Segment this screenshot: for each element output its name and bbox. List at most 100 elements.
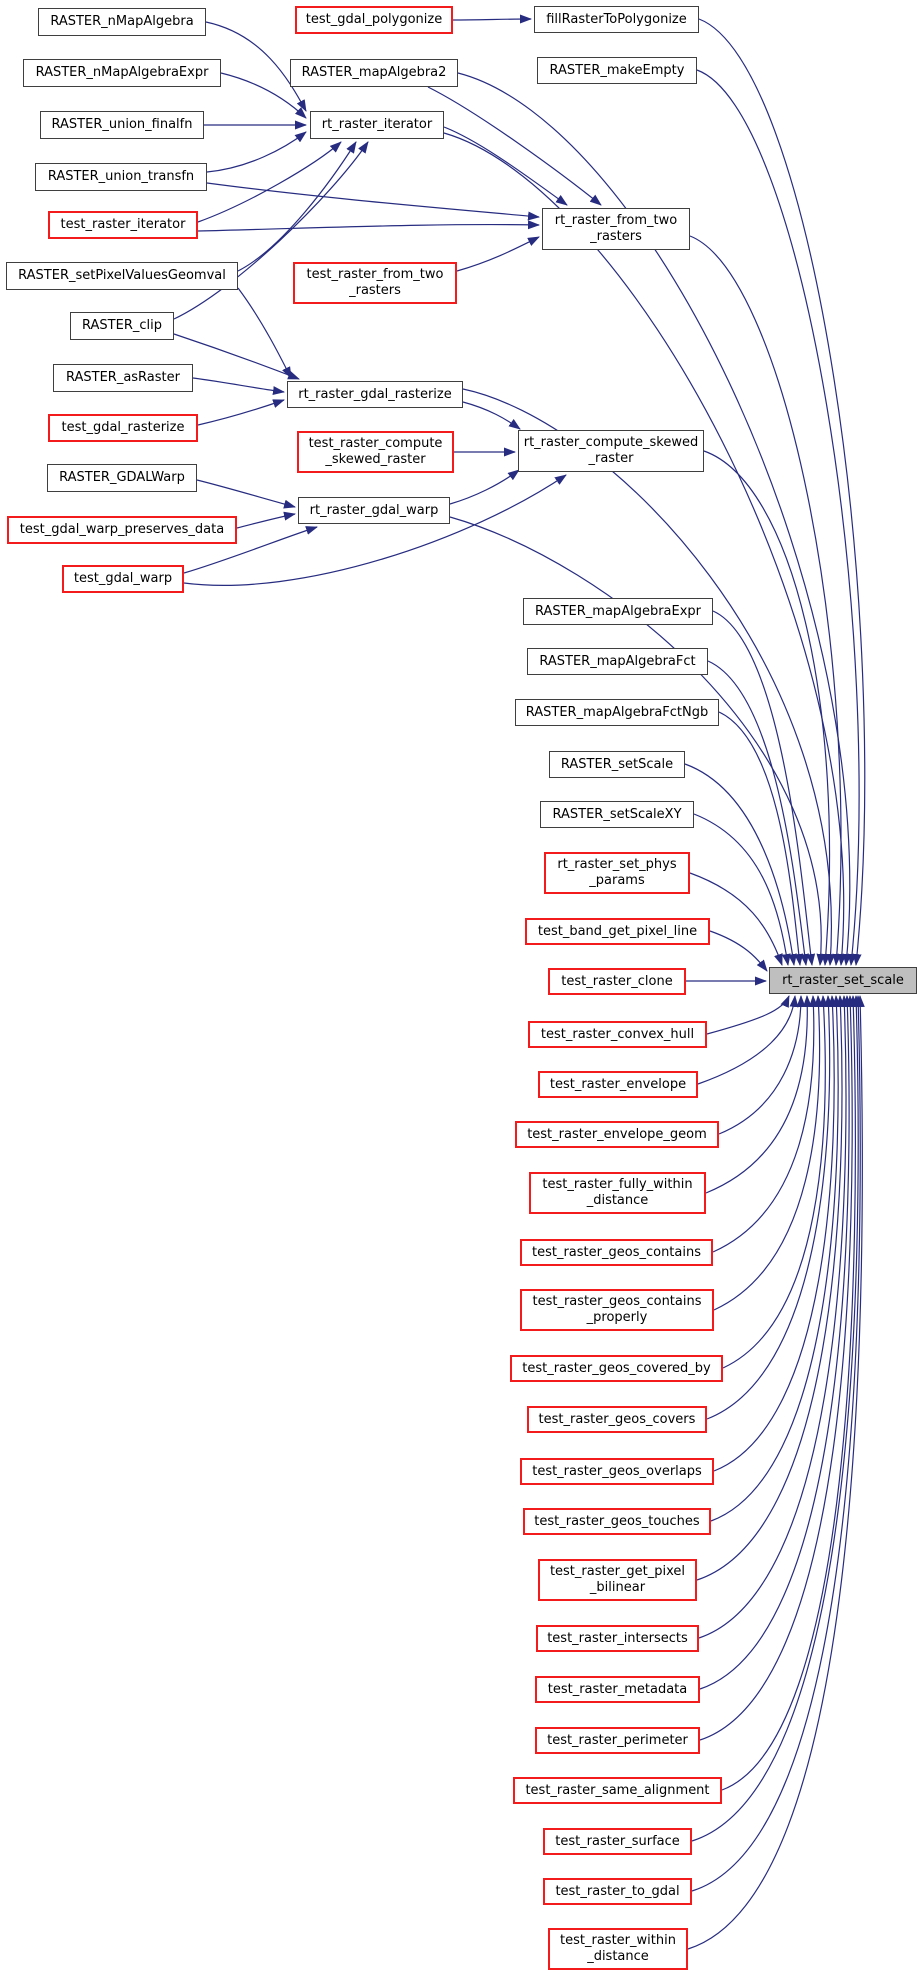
- edge-n12-n23: [183, 474, 567, 586]
- graph-node-rt-raster-compute-skewed-raster[interactable]: rt_raster_compute_skewed _raster: [518, 430, 704, 472]
- edge-n44-n50: [699, 995, 852, 1690]
- graph-node-rt-raster-gdal-rasterize[interactable]: rt_raster_gdal_rasterize: [287, 381, 463, 408]
- graph-node-label: rt_raster_iterator: [321, 117, 433, 132]
- graph-node-rt-raster-from-two-rasters[interactable]: rt_raster_from_two _rasters: [542, 208, 690, 250]
- graph-node-raster-union-finalfn[interactable]: RASTER_union_finalfn: [40, 111, 204, 139]
- graph-node-test-band-get-pixel-line[interactable]: test_band_get_pixel_line: [525, 918, 710, 945]
- graph-node-raster-mapalgebraexpr[interactable]: RASTER_mapAlgebraExpr: [523, 598, 713, 625]
- graph-node-test-raster-from-two-rasters[interactable]: test_raster_from_two _rasters: [293, 262, 457, 304]
- graph-node-test-gdal-rasterize[interactable]: test_gdal_rasterize: [48, 414, 198, 442]
- graph-node-test-raster-clone[interactable]: test_raster_clone: [548, 968, 686, 995]
- graph-node-label: RASTER_makeEmpty: [549, 62, 685, 78]
- graph-node-label: test_gdal_warp_preserves_data: [19, 522, 225, 537]
- edge-n36-n50: [712, 995, 819, 1253]
- edge-n22-n50: [689, 235, 842, 966]
- graph-node-raster-asraster[interactable]: RASTER_asRaster: [53, 364, 193, 392]
- edge-n33-n50: [697, 995, 799, 1085]
- graph-node-test-gdal-warp-preserves-data[interactable]: test_gdal_warp_preserves_data: [7, 516, 237, 544]
- graph-node-test-raster-within-distance[interactable]: test_raster_within _distance: [548, 1928, 688, 1970]
- graph-node-test-raster-convex-hull[interactable]: test_raster_convex_hull: [528, 1021, 707, 1048]
- edge-n43-n50: [698, 995, 849, 1639]
- graph-node-test-raster-perimeter[interactable]: test_raster_perimeter: [535, 1727, 700, 1754]
- graph-node-raster-makeempty[interactable]: RASTER_makeEmpty: [537, 57, 697, 84]
- graph-node-raster-gdalwarp[interactable]: RASTER_GDALWarp: [47, 464, 197, 492]
- graph-node-test-raster-surface[interactable]: test_raster_surface: [543, 1828, 692, 1855]
- edge-n4-n15: [206, 131, 307, 173]
- graph-node-test-raster-same-alignment[interactable]: test_raster_same_alignment: [513, 1777, 722, 1804]
- edge-n14-n50: [457, 72, 852, 966]
- graph-node-label: test_raster_geos_covered_by: [522, 1360, 711, 1376]
- graph-node-test-raster-geos-covers[interactable]: test_raster_geos_covers: [527, 1406, 707, 1433]
- graph-node-raster-setscale[interactable]: RASTER_setScale: [549, 751, 685, 778]
- graph-node-test-gdal-warp[interactable]: test_gdal_warp: [62, 565, 184, 593]
- edge-n18-n23: [462, 401, 521, 430]
- graph-node-raster-mapalgebrafct[interactable]: RASTER_mapAlgebraFct: [527, 648, 708, 675]
- edge-n45-n50: [699, 995, 855, 1741]
- graph-node-rt-raster-set-scale: rt_raster_set_scale: [769, 967, 917, 994]
- graph-node-test-gdal-polygonize[interactable]: test_gdal_polygonize: [295, 6, 453, 34]
- graph-node-test-raster-geos-contains-properly[interactable]: test_raster_geos_contains _properly: [520, 1289, 714, 1331]
- edge-n40-n50: [713, 995, 838, 1472]
- graph-node-label: rt_raster_from_two _rasters: [554, 213, 678, 244]
- graph-node-test-raster-geos-touches[interactable]: test_raster_geos_touches: [523, 1508, 711, 1535]
- edge-n15-n22: [443, 126, 568, 206]
- graph-node-raster-nmapalgebra[interactable]: RASTER_nMapAlgebra: [38, 8, 206, 36]
- graph-node-label: RASTER_union_transfn: [47, 169, 195, 184]
- graph-node-rt-raster-gdal-warp[interactable]: rt_raster_gdal_warp: [298, 497, 450, 524]
- graph-node-label: RASTER_mapAlgebra2: [301, 65, 447, 80]
- graph-node-label: RASTER_nMapAlgebraExpr: [35, 65, 209, 80]
- graph-node-test-raster-metadata[interactable]: test_raster_metadata: [535, 1676, 700, 1703]
- graph-node-test-raster-geos-overlaps[interactable]: test_raster_geos_overlaps: [520, 1458, 714, 1485]
- graph-node-raster-mapalgebra2[interactable]: RASTER_mapAlgebra2: [290, 59, 458, 87]
- graph-node-label: test_raster_surface: [555, 1833, 680, 1849]
- edge-n25-n50: [707, 660, 810, 966]
- graph-node-rt-raster-iterator[interactable]: rt_raster_iterator: [310, 111, 444, 139]
- graph-node-raster-union-transfn[interactable]: RASTER_union_transfn: [35, 163, 207, 191]
- edge-n7-n18: [173, 333, 300, 380]
- edge-n30-n50: [709, 930, 768, 972]
- graph-node-label: test_band_get_pixel_line: [537, 923, 698, 939]
- edge-n11-n19: [236, 511, 296, 529]
- graph-node-test-raster-geos-covered-by[interactable]: test_raster_geos_covered_by: [510, 1355, 723, 1382]
- graph-node-label: test_raster_geos_covers: [538, 1411, 696, 1427]
- edge-n12-n19: [183, 526, 318, 574]
- graph-node-label: test_raster_get_pixel _bilinear: [549, 1564, 686, 1595]
- graph-node-test-raster-fully-within-distance[interactable]: test_raster_fully_within _distance: [529, 1172, 706, 1214]
- graph-node-raster-setscalexy[interactable]: RASTER_setScaleXY: [540, 801, 694, 828]
- graph-node-raster-mapalgebrafctngb[interactable]: RASTER_mapAlgebraFctNgb: [515, 699, 719, 726]
- edge-n35-n50: [705, 995, 812, 1194]
- edge-n23-n50: [703, 450, 831, 966]
- edge-n26-n50: [718, 711, 804, 966]
- graph-node-test-raster-compute-skewed-raster[interactable]: test_raster_compute _skewed_raster: [297, 431, 454, 473]
- edge-n24-n50: [712, 610, 816, 966]
- graph-node-raster-clip[interactable]: RASTER_clip: [70, 312, 174, 340]
- edge-n9-n18: [197, 399, 285, 426]
- graph-node-label: test_raster_from_two _rasters: [306, 267, 444, 298]
- graph-node-raster-setpixelvaluesgeomval[interactable]: RASTER_setPixelValuesGeomval: [6, 262, 238, 290]
- edge-n48-n50: [691, 995, 863, 1892]
- edge-n49-n50: [687, 995, 865, 1950]
- graph-node-label: test_raster_geos_contains: [532, 1244, 701, 1260]
- graph-node-rt-raster-set-phys-params[interactable]: rt_raster_set_phys _params: [544, 852, 690, 894]
- graph-node-test-raster-envelope-geom[interactable]: test_raster_envelope_geom: [515, 1121, 719, 1148]
- graph-node-test-raster-get-pixel-bilinear[interactable]: test_raster_get_pixel _bilinear: [538, 1559, 697, 1601]
- graph-node-label: test_raster_geos_contains _properly: [532, 1294, 702, 1325]
- graph-node-label: RASTER_union_finalfn: [51, 117, 193, 132]
- graph-node-test-raster-geos-contains[interactable]: test_raster_geos_contains: [520, 1239, 713, 1266]
- graph-node-label: test_raster_iterator: [60, 217, 186, 232]
- graph-node-raster-nmapalgebraexpr[interactable]: RASTER_nMapAlgebraExpr: [23, 59, 221, 87]
- graph-node-label: RASTER_setScale: [560, 756, 674, 772]
- graph-node-test-raster-intersects[interactable]: test_raster_intersects: [536, 1625, 699, 1652]
- edge-n15-n50: [443, 132, 847, 966]
- graph-node-test-raster-envelope[interactable]: test_raster_envelope: [538, 1071, 698, 1098]
- graph-node-label: rt_raster_set_scale: [782, 972, 904, 988]
- edge-n47-n50: [691, 995, 861, 1842]
- graph-node-label: test_gdal_rasterize: [61, 420, 185, 435]
- edge-n42-n50: [696, 995, 845, 1581]
- graph-node-test-raster-to-gdal[interactable]: test_raster_to_gdal: [543, 1878, 692, 1905]
- graph-node-test-raster-iterator[interactable]: test_raster_iterator: [48, 211, 198, 239]
- graph-node-fillrastertopolygonize[interactable]: fillRasterToPolygonize: [534, 6, 699, 33]
- graph-node-label: RASTER_clip: [82, 318, 162, 333]
